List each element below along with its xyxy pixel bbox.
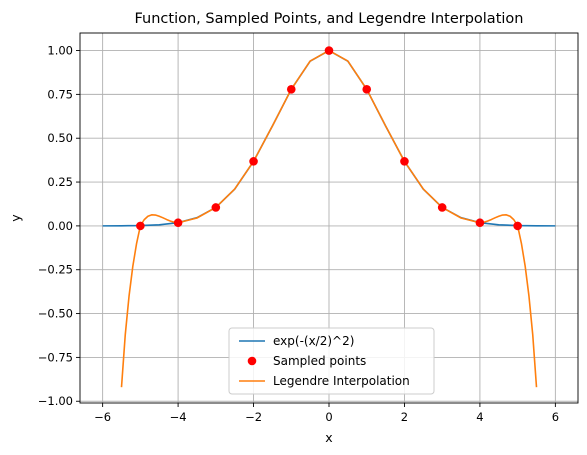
y-tick-label: 0.75 [47,87,73,101]
y-axis-label: y [8,214,23,222]
plot-series [102,46,556,388]
y-tick-label: 0.00 [47,219,73,233]
scatter-point [437,203,447,212]
scatter-point [362,84,372,94]
y-tick-label: −0.50 [38,307,73,321]
y-tick-label: 1.00 [47,44,73,58]
y-tick-label: −0.25 [38,263,73,277]
legend-label: Legendre Interpolation [273,374,410,388]
scatter-point [475,218,485,228]
y-tick-label: 0.50 [47,131,73,145]
x-tick-label: −2 [245,410,262,424]
x-tick-label: 2 [401,410,408,424]
legend-label: exp(-(x/2)^2) [273,334,354,348]
axis-ticks: −6 −4 −2 0 2 4 6 1.00 0.75 0.50 0.25 0.00 −0.25 −0.50… [38,44,559,424]
legend-box [228,327,435,395]
legend-swatch-marker [247,356,257,366]
scatter-point [249,157,258,166]
x-tick-label: 0 [325,410,332,424]
scatter-point [286,84,296,94]
x-axis-label: x [325,430,332,445]
scatter-point [173,218,183,228]
y-tick-label: −0.75 [38,350,73,364]
scatter-point [513,221,522,231]
y-tick-label: 0.25 [47,175,73,189]
legend: exp(-(x/2)^2) Sampled points Legendre Inte… [228,327,435,395]
scatter-point [324,46,334,55]
x-tick-label: 6 [552,410,559,424]
x-tick-label: −6 [94,410,111,424]
y-tick-label: −1.00 [38,394,73,408]
x-tick-label: 4 [476,410,483,424]
scatter-point [211,203,221,212]
chart-title: Function, Sampled Points, and Legendre I… [135,11,524,27]
scatter-point [136,221,145,231]
x-tick-label: −4 [170,410,187,424]
scatter-point [400,157,409,166]
legend-label: Sampled points [273,354,366,368]
